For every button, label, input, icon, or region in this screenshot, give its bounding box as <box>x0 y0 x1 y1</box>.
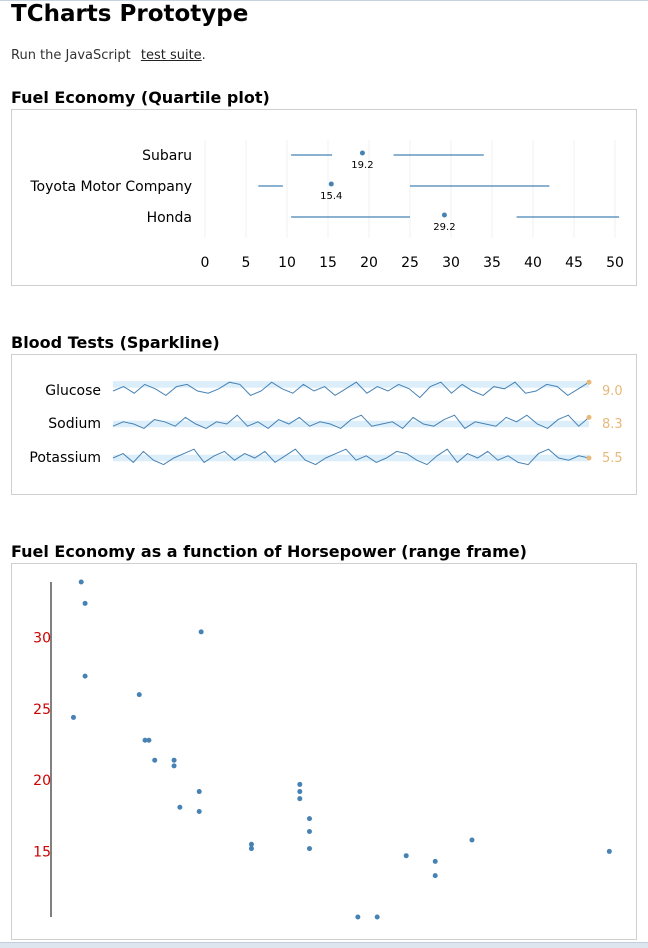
category-label: Subaru <box>142 148 192 164</box>
median-point <box>441 212 447 218</box>
sparkline-line <box>112 381 590 399</box>
data-point <box>403 853 409 859</box>
data-point <box>248 841 254 847</box>
data-point <box>297 789 303 795</box>
sparkline-endpoint <box>586 379 592 385</box>
x-tick-label: 0 <box>201 255 210 271</box>
quartile-chart-panel: 0 5 10 15 20 25 30 35 40 45 50 Subaru 19.2 Toyota Mot… <box>11 109 637 286</box>
sparkline-last-value: 9.0 <box>602 384 623 399</box>
data-point <box>469 837 475 843</box>
data-point <box>248 846 254 852</box>
data-point <box>355 914 361 920</box>
x-tick-label: 40 <box>524 255 542 271</box>
x-tick-label: 5 <box>242 255 251 271</box>
sparkline-label: Potassium <box>29 450 101 466</box>
quartile-chart: 0 5 10 15 20 25 30 35 40 45 50 Subaru 19.2 Toyota Mot… <box>29 140 624 271</box>
intro-paragraph: Run the JavaScript test suite. <box>11 48 206 63</box>
x-tick-label: 30 <box>442 255 460 271</box>
data-point <box>306 816 312 822</box>
data-point <box>70 714 76 720</box>
normal-range-band <box>113 381 589 388</box>
sparkline-section-title: Blood Tests (Sparkline) <box>11 333 220 352</box>
data-point <box>297 781 303 787</box>
quartile-section-title: Fuel Economy (Quartile plot) <box>11 88 270 107</box>
data-point <box>171 763 177 769</box>
test-suite-link[interactable]: test suite <box>140 48 202 63</box>
rangeframe-chart-panel: 15 20 25 30 <box>11 563 637 940</box>
sparkline-line <box>112 414 590 430</box>
normal-range-band <box>113 420 589 428</box>
sparkline-line <box>112 448 590 466</box>
data-point <box>152 757 158 763</box>
data-point <box>171 757 177 763</box>
sparkline-chart-panel: Glucose 9.0 Sodium 8.3 Potassium 5.5 <box>11 354 637 495</box>
intro-text: Run the JavaScript <box>11 48 131 63</box>
x-tick-label: 25 <box>401 255 419 271</box>
window-bottom-bar <box>0 942 648 948</box>
category-label: Toyota Motor Company <box>29 179 192 195</box>
data-point <box>82 673 88 679</box>
sparkline-last-value: 5.5 <box>602 451 623 466</box>
x-tick-label: 50 <box>606 255 624 271</box>
data-point <box>374 914 380 920</box>
data-point <box>432 873 438 879</box>
x-tick-label: 15 <box>319 255 337 271</box>
data-point <box>306 828 312 834</box>
sparkline-chart: Glucose 9.0 Sodium 8.3 Potassium 5.5 <box>29 379 623 466</box>
rangeframe-chart: 15 20 25 30 <box>33 579 612 920</box>
sparkline-label: Sodium <box>48 416 101 432</box>
median-label: 29.2 <box>433 222 455 233</box>
y-tick-label: 15 <box>33 844 51 860</box>
y-tick-label: 20 <box>33 773 51 789</box>
normal-range-band <box>113 454 589 462</box>
x-tick-label: 10 <box>278 255 296 271</box>
data-point <box>196 789 202 795</box>
sparkline-endpoint <box>586 414 592 420</box>
median-label: 19.2 <box>351 160 373 171</box>
data-point <box>432 858 438 864</box>
data-point <box>146 737 152 743</box>
data-point <box>606 848 612 854</box>
data-point <box>306 846 312 852</box>
page-title: TCharts Prototype <box>11 1 249 27</box>
rangeframe-section-title: Fuel Economy as a function of Horsepower… <box>11 542 527 561</box>
y-tick-label: 30 <box>33 631 51 647</box>
sparkline-label: Glucose <box>45 383 101 399</box>
x-tick-label: 20 <box>360 255 378 271</box>
median-label: 15.4 <box>320 191 342 202</box>
data-point <box>297 796 303 802</box>
sparkline-endpoint <box>586 455 592 461</box>
median-point <box>328 181 334 187</box>
data-point <box>78 579 84 585</box>
data-point <box>142 737 148 743</box>
y-tick-label: 25 <box>33 702 51 718</box>
data-point <box>198 629 204 635</box>
data-point <box>177 804 183 810</box>
data-point <box>136 692 142 698</box>
x-tick-label: 35 <box>483 255 501 271</box>
category-label: Honda <box>147 210 192 226</box>
data-point <box>82 600 88 606</box>
intro-period: . <box>201 48 206 63</box>
data-point <box>196 809 202 815</box>
x-tick-label: 45 <box>565 255 583 271</box>
sparkline-last-value: 8.3 <box>602 417 623 432</box>
median-point <box>359 150 365 156</box>
